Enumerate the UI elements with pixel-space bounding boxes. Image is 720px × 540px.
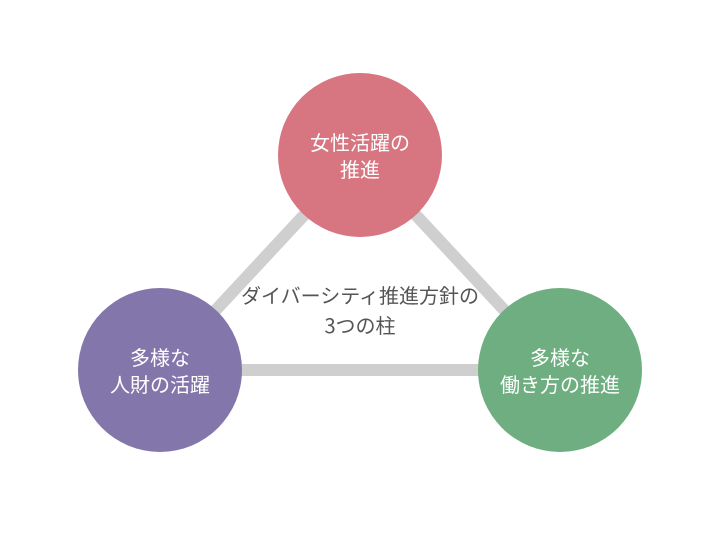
triangle-diagram: ダイバーシティ推進方針の 3つの柱 女性活躍の 推進 多様な 人財の活躍 多様な… (0, 0, 720, 540)
node-right-label: 多様な 働き方の推進 (500, 343, 620, 397)
node-right: 多様な 働き方の推進 (478, 288, 642, 452)
node-left: 多様な 人財の活躍 (78, 288, 242, 452)
node-top-label: 女性活躍の 推進 (310, 128, 410, 182)
center-label: ダイバーシティ推進方針の 3つの柱 (241, 280, 479, 340)
node-top: 女性活躍の 推進 (278, 73, 442, 237)
node-left-label: 多様な 人財の活躍 (110, 343, 210, 397)
